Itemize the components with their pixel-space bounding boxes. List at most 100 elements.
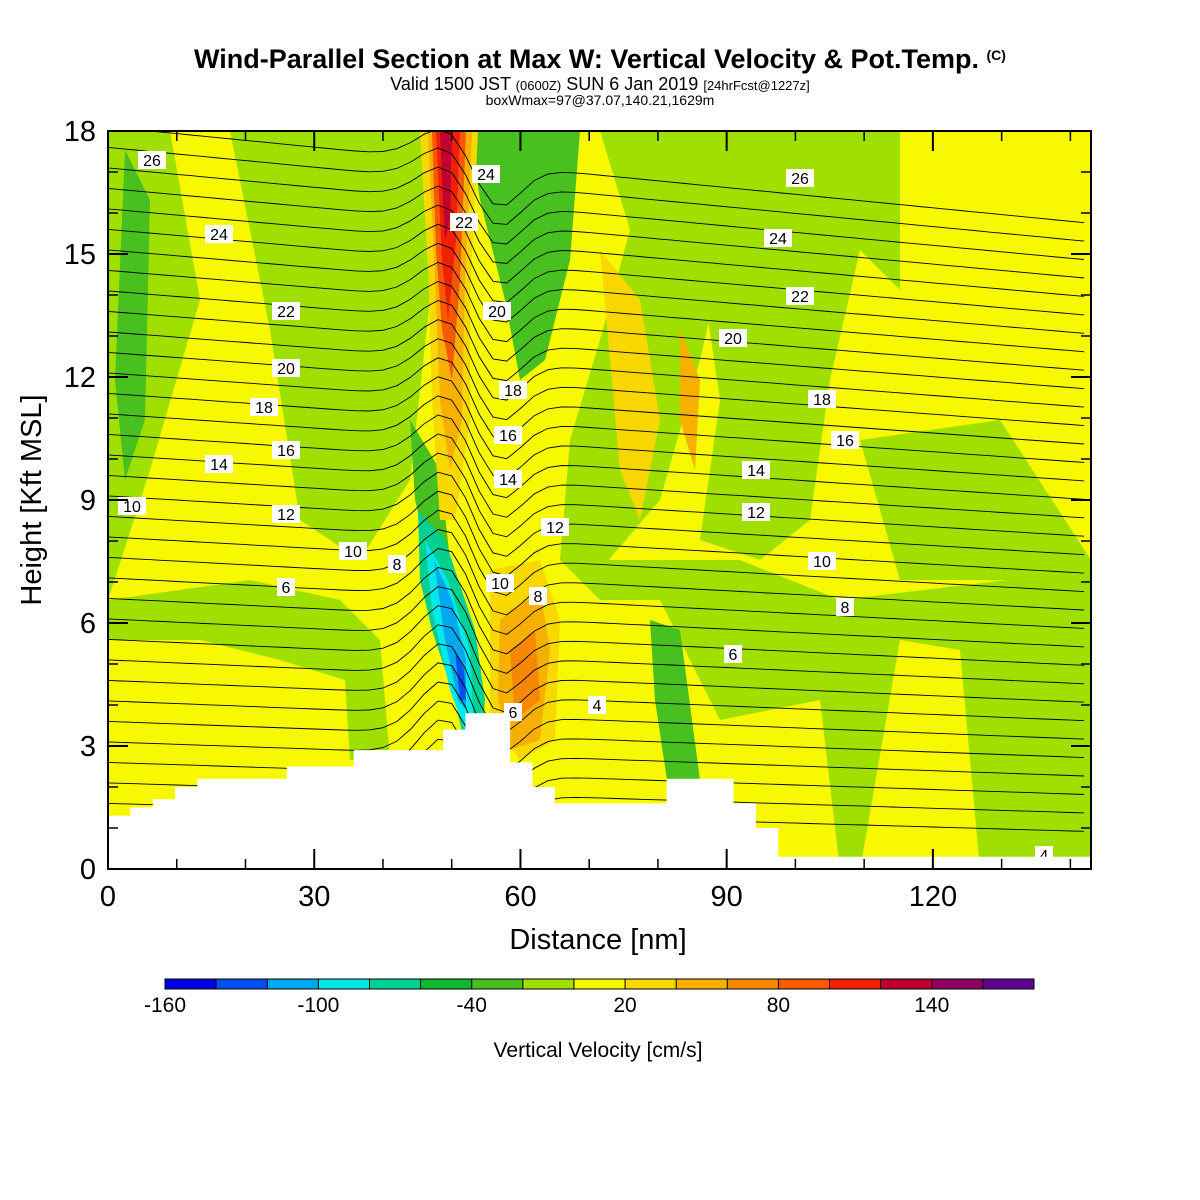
theta-contour-line	[108, 471, 1085, 557]
colorbar-swatch	[982, 979, 1035, 989]
colorbar-label: Vertical Velocity [cm/s]	[494, 1039, 703, 1062]
x-tick-label: 30	[298, 881, 330, 913]
colorbar-swatch	[216, 979, 268, 989]
svg-text:20: 20	[277, 361, 295, 378]
colorbar-swatch	[778, 979, 831, 989]
svg-text:14: 14	[499, 472, 517, 489]
svg-text:24: 24	[477, 167, 495, 184]
colorbar-swatch	[420, 979, 473, 989]
svg-text:10: 10	[123, 499, 141, 516]
svg-text:22: 22	[791, 289, 809, 306]
svg-text:12: 12	[277, 507, 295, 524]
theta-contour-label: 18	[499, 381, 527, 400]
theta-contour-line	[108, 338, 1085, 427]
chart-title-text: Wind-Parallel Section at Max W: Vertical…	[194, 44, 979, 74]
svg-text:6: 6	[509, 705, 518, 722]
svg-text:16: 16	[499, 428, 517, 445]
field-region	[410, 420, 450, 560]
theta-contour-label: 16	[272, 441, 300, 460]
svg-text:26: 26	[791, 171, 809, 188]
field-region	[440, 131, 452, 240]
chart-subtitle: Valid 1500 JST (0600Z) SUN 6 Jan 2019 [2…	[0, 74, 1200, 95]
theta-contour-label: 24	[472, 165, 500, 184]
y-tick-label: 12	[64, 362, 96, 394]
svg-text:24: 24	[210, 227, 228, 244]
theta-contour-line	[145, 131, 1085, 224]
svg-text:14: 14	[210, 457, 228, 474]
theta-contour-line	[108, 185, 1085, 279]
colorbar-tick-label: 140	[914, 994, 949, 1017]
field-region	[108, 580, 390, 760]
theta-contour-line	[108, 662, 1085, 753]
y-axis-label: Height [Kft MSL]	[16, 394, 48, 605]
theta-contour-label: 10	[118, 497, 146, 516]
theta-contour-label: 14	[742, 461, 770, 480]
subtitle-utc: (0600Z)	[515, 78, 562, 93]
theta-contour-label: 10	[808, 552, 836, 571]
theta-contour-line	[108, 261, 1085, 353]
field-region	[455, 650, 466, 700]
svg-text:10: 10	[813, 554, 831, 571]
svg-text:16: 16	[836, 433, 854, 450]
x-axis-label: Distance [nm]	[509, 924, 686, 956]
svg-text:20: 20	[488, 304, 506, 321]
x-tick-label: 0	[100, 881, 116, 913]
y-tick-label: 15	[64, 239, 96, 271]
theta-contour-line	[108, 223, 1085, 316]
y-tick-label: 0	[80, 854, 96, 886]
theta-contour-label: 20	[272, 359, 300, 378]
theta-contour-label: 20	[483, 302, 511, 321]
theta-contour-label: 8	[529, 587, 547, 606]
theta-contour-label: 12	[541, 518, 569, 537]
field-region	[860, 420, 1091, 580]
theta-contour-label: 26	[786, 169, 814, 188]
field-region	[230, 131, 430, 560]
svg-text:8: 8	[841, 600, 850, 617]
svg-text:18: 18	[813, 392, 831, 409]
colorbar-swatch	[676, 979, 728, 989]
theta-contour-label: 16	[831, 431, 859, 450]
theta-contour-line	[108, 433, 1085, 519]
colorbar-swatch	[318, 979, 370, 989]
theta-contour-line	[108, 719, 1085, 811]
svg-text:12: 12	[747, 505, 765, 522]
box-info: boxWmax=97@37.07,140.21,1629m	[485, 92, 715, 108]
theta-contour-label: 4	[588, 696, 606, 715]
theta-contour-line	[108, 509, 1085, 596]
theta-contour-line	[108, 319, 1085, 408]
theta-contour-line	[108, 528, 1085, 616]
theta-contour-label: 10	[339, 542, 367, 561]
x-tick-label: 60	[504, 881, 536, 913]
theta-contour-label: 6	[277, 578, 295, 597]
theta-contour-label: 24	[205, 225, 233, 244]
colorbar-swatch	[471, 979, 524, 989]
theta-contour-line	[108, 490, 1085, 577]
chart-title: Wind-Parallel Section at Max W: Vertical…	[0, 44, 1200, 75]
theta-contour-label: 16	[494, 426, 522, 445]
theta-contour-label: 14	[494, 470, 522, 489]
theta-contour-line	[108, 452, 1085, 538]
theta-contour-label: 20	[719, 329, 747, 348]
theta-contour-label: 22	[786, 287, 814, 306]
y-tick-label: 3	[80, 731, 96, 763]
colorbar: -160 -100 -40 20 80 140	[144, 978, 1035, 1017]
svg-text:18: 18	[504, 383, 522, 400]
colorbar-tick-label: -160	[144, 994, 186, 1017]
copyright-mark: (C)	[986, 47, 1006, 63]
theta-contour-line	[108, 586, 1085, 674]
colorbar-tick-label: 20	[613, 994, 636, 1017]
terrain-mask	[108, 713, 1091, 869]
colorbar-swatch	[625, 979, 677, 989]
svg-text:10: 10	[491, 576, 509, 593]
svg-text:26: 26	[143, 153, 161, 170]
theta-contour-label: 18	[808, 390, 836, 409]
theta-contour-label: 26	[138, 151, 166, 170]
field-region	[600, 250, 660, 520]
theta-contour-label: 6	[724, 645, 742, 664]
theta-contour-label: 12	[272, 505, 300, 524]
svg-text:12: 12	[546, 520, 564, 537]
colorbar-frame	[164, 978, 1035, 990]
colorbar-tick-label: -100	[297, 994, 339, 1017]
svg-text:6: 6	[282, 580, 291, 597]
